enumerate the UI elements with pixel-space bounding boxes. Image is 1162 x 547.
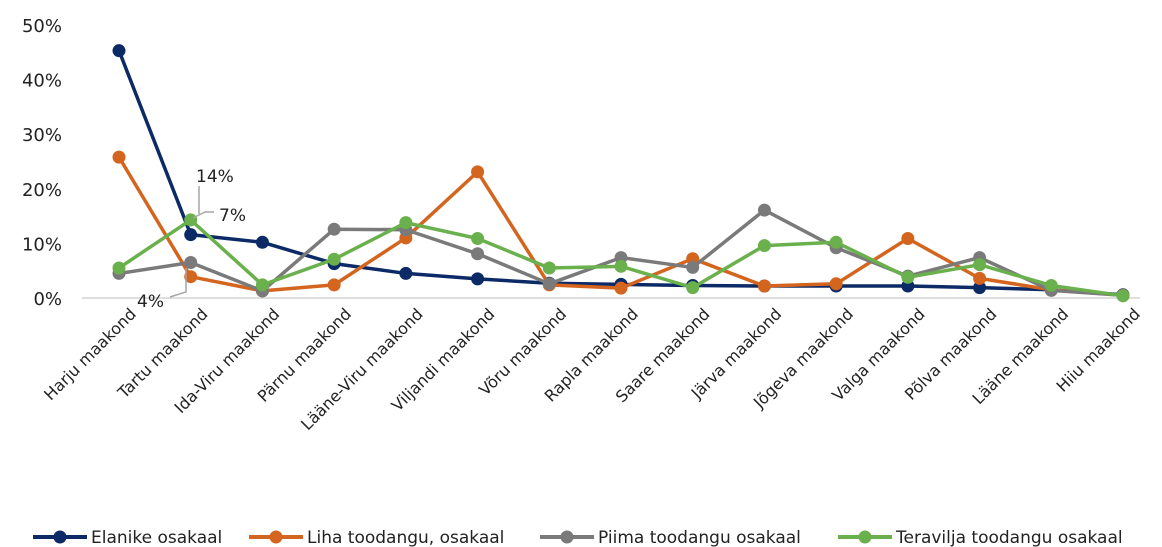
data-point [327,278,341,292]
legend-item: Liha toodangu, osakaal [249,528,504,547]
annotation-label-4: 4% [137,292,164,312]
data-point [399,266,413,280]
legend-label: Elanike osakaal [91,528,222,547]
data-point [112,261,126,275]
data-point [686,281,700,295]
data-point [1116,289,1130,303]
legend-marker [560,530,574,544]
y-tick-label: 0% [33,289,62,310]
y-axis-ticks: 0% 10% 20% 30% 40% 50% [22,16,62,310]
legend-label: Teravilja toodangu osakaal [895,528,1123,547]
data-point [686,260,700,274]
data-point [757,279,771,293]
data-point [184,256,198,270]
legend-item: Piima toodangu osakaal [540,528,801,547]
data-point [757,203,771,217]
data-point [399,216,413,230]
legend-item: Teravilja toodangu osakaal [838,528,1123,547]
data-point [255,235,269,249]
y-tick-label: 30% [22,125,62,146]
data-point [614,281,628,295]
data-point [184,213,198,227]
data-point [542,261,556,275]
series-group [112,213,1130,303]
annotation-leader-line [169,268,187,298]
data-point [829,235,843,249]
data-point [255,278,269,292]
legend-marker [53,530,67,544]
data-annotations: 14% 7% 4% [137,167,246,312]
data-point [471,272,485,286]
data-point [973,271,987,285]
data-point [112,150,126,164]
legend-label: Piima toodangu osakaal [598,528,801,547]
data-point [327,222,341,236]
y-tick-label: 40% [22,71,62,92]
data-point [542,277,556,291]
legend: Elanike osakaal Liha toodangu, osakaal Pii… [33,528,1123,547]
legend-label: Liha toodangu, osakaal [307,528,504,547]
data-point [471,247,485,261]
series-layer [112,44,1130,303]
data-point [184,270,198,284]
y-tick-label: 10% [22,234,62,255]
legend-item: Elanike osakaal [33,528,222,547]
legend-marker [858,530,872,544]
data-point [901,270,915,284]
data-point [973,258,987,272]
series-line [117,156,1124,298]
data-point [829,277,843,291]
annotation-label-14: 14% [196,167,234,187]
data-point [1044,278,1058,292]
data-point [614,259,628,273]
data-point [112,44,126,58]
y-tick-label: 20% [22,180,62,201]
data-point [184,228,198,242]
x-tick-label: Lääne-Viru maakond [297,304,427,434]
data-point [471,165,485,179]
data-point [757,239,771,253]
data-point [973,281,987,295]
data-point [471,231,485,245]
data-point [327,252,341,266]
annotation-leader-line [192,211,214,219]
annotation-label-7: 7% [219,206,246,226]
data-point [901,231,915,245]
legend-marker [269,530,283,544]
y-tick-label: 50% [22,16,62,37]
